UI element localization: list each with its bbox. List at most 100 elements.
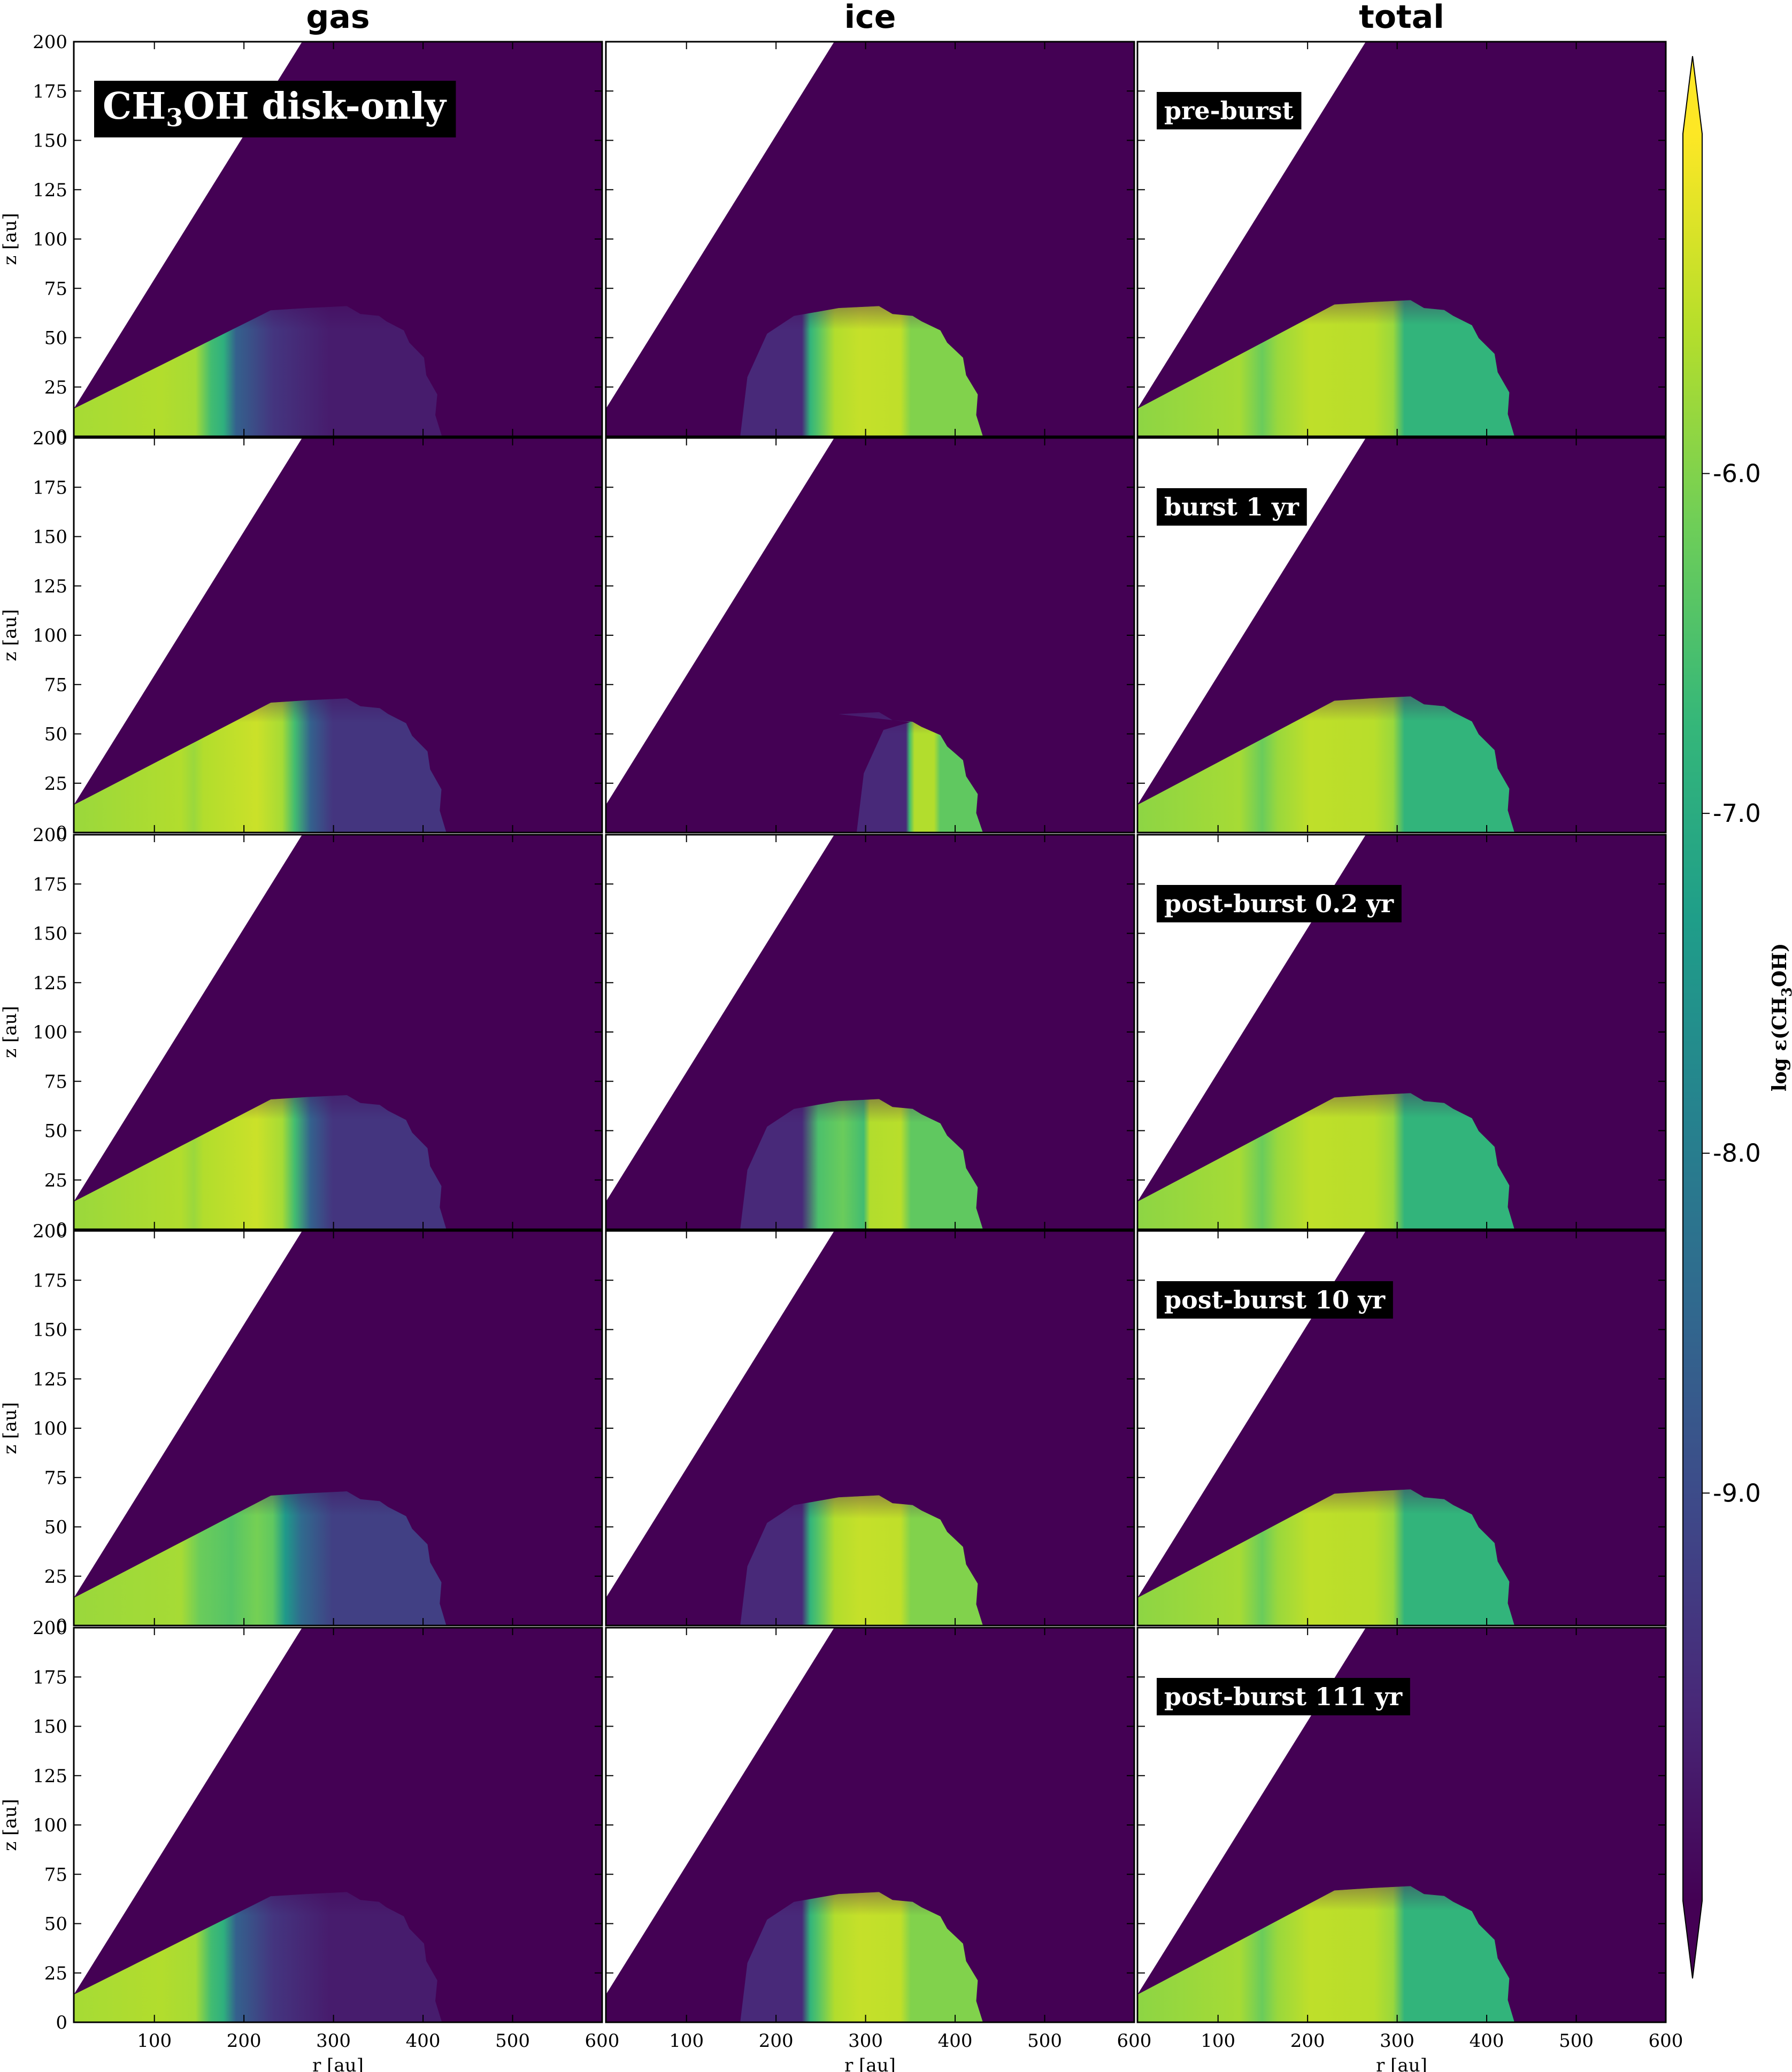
- y-tick-label: 125: [33, 1369, 67, 1390]
- colorbar-tick-label: -8.0: [1713, 1139, 1761, 1168]
- y-tick-label: 200: [33, 825, 67, 846]
- species-label: CH3OH disk-only: [94, 81, 456, 137]
- x-tick-label: 500: [1559, 2030, 1594, 2052]
- row-label: pre-burst: [1164, 96, 1294, 125]
- y-tick-label: 50: [44, 724, 67, 745]
- colorbar-gradient: [1683, 134, 1702, 1901]
- x-tick-label: 200: [227, 2030, 262, 2052]
- masked-region: [1137, 438, 1366, 805]
- row-label: burst 1 yr: [1164, 492, 1299, 521]
- x-tick-label: 500: [1027, 2030, 1062, 2052]
- row-label-background: [1157, 92, 1302, 129]
- x-tick-label: 100: [137, 2030, 172, 2052]
- colorbar-label: log ε(CH3OH): [1768, 943, 1792, 1091]
- y-tick-label: 75: [44, 1467, 67, 1489]
- panel-grid: 0 25 50 75 100 125 150 175 200 z [au] pre-burst 0 25…: [0, 32, 1683, 2072]
- panel-total-2: burst 1 yr: [1136, 437, 1667, 834]
- y-tick-label: 125: [33, 973, 67, 994]
- y-tick-label: 150: [33, 1320, 67, 1341]
- column-title-gas: gas: [306, 0, 370, 36]
- disk-surface-shade: [74, 1491, 447, 1626]
- column-title-ice: ice: [844, 0, 896, 36]
- x-tick-label: 100: [1201, 2030, 1235, 2052]
- x-tick-label: 600: [1117, 2030, 1152, 2052]
- y-tick-label: 125: [33, 180, 67, 201]
- masked-region: [606, 42, 834, 409]
- x-tick-label: 300: [848, 2030, 883, 2052]
- panel-ice-3: [605, 834, 1135, 1230]
- panel-total-1: pre-burst: [1136, 41, 1667, 437]
- y-axis-label: z [au]: [0, 1006, 21, 1058]
- masked-region: [1137, 42, 1366, 409]
- y-tick-label: 175: [33, 1667, 67, 1688]
- y-tick-label: 50: [44, 328, 67, 349]
- colorbar-tick-label: -9.0: [1713, 1478, 1761, 1507]
- disk-surface-shade: [74, 698, 447, 833]
- masked-region: [606, 1231, 834, 1598]
- y-tick-label: 25: [44, 773, 67, 795]
- row-label: post-burst 0.2 yr: [1164, 889, 1394, 918]
- row-label: post-burst 111 yr: [1164, 1682, 1403, 1711]
- y-tick-label: 100: [33, 625, 67, 646]
- y-tick-label: 200: [33, 1221, 67, 1242]
- y-tick-label: 50: [44, 1121, 67, 1142]
- y-tick-label: 100: [33, 1022, 67, 1043]
- x-axis-label: r [au]: [844, 2055, 896, 2072]
- x-axis-label: r [au]: [1376, 2055, 1427, 2072]
- disk-surface-shade: [74, 1095, 447, 1229]
- row-label-background: [1157, 1678, 1410, 1715]
- colorbar-outline: [1682, 56, 1703, 1979]
- row-label-background: [1157, 488, 1307, 526]
- y-tick-label: 150: [33, 923, 67, 945]
- disk-surface-shade: [740, 1099, 983, 1229]
- y-tick-label: 0: [56, 822, 67, 844]
- disk-surface-shade: [740, 1495, 983, 1626]
- panel-ice-2: [605, 437, 1135, 834]
- x-tick-label: 100: [669, 2030, 704, 2052]
- y-axis-label: z [au]: [0, 1402, 21, 1454]
- y-axis-label: z [au]: [0, 1799, 21, 1851]
- y-axis-label: z [au]: [0, 609, 21, 661]
- y-tick-label: 50: [44, 1914, 67, 1935]
- x-tick-label: 500: [495, 2030, 530, 2052]
- x-tick-label: 200: [1290, 2030, 1325, 2052]
- colorbar-extend-max: [1683, 56, 1702, 134]
- masked-region: [1137, 1231, 1366, 1598]
- masked-region: [1137, 1628, 1366, 1995]
- y-tick-label: 200: [33, 428, 67, 449]
- y-tick-label: 50: [44, 1517, 67, 1538]
- y-tick-label: 175: [33, 1270, 67, 1291]
- y-tick-label: 150: [33, 527, 67, 548]
- x-tick-label: 400: [406, 2030, 441, 2052]
- x-tick-label: 300: [1380, 2030, 1414, 2052]
- disk-surface-shade: [839, 712, 983, 833]
- disk-surface-shade: [1137, 1886, 1514, 2022]
- y-tick-label: 175: [33, 477, 67, 498]
- y-axis-label: z [au]: [0, 213, 21, 265]
- x-tick-label: 400: [938, 2030, 973, 2052]
- x-tick-label: 600: [585, 2030, 620, 2052]
- panel-gas-5: 0 25 50 75 100 125 150 175 200 z [au] 100 200 300 400…: [0, 1617, 619, 2072]
- disk-surface-shade: [74, 1892, 442, 2022]
- colorbar-tick-label: -6.0: [1713, 459, 1761, 488]
- disk-surface-shade: [1137, 696, 1514, 833]
- masked-region: [74, 1231, 302, 1598]
- panel-gas-4: 0 25 50 75 100 125 150 175 200 z [au]: [0, 1221, 603, 1637]
- species-label-background: [94, 81, 456, 137]
- y-tick-label: 0: [56, 426, 67, 448]
- masked-region: [606, 835, 834, 1202]
- disk-surface-shade: [1137, 1093, 1514, 1229]
- disk-surface-shade: [1137, 300, 1514, 436]
- masked-region: [606, 1628, 834, 1995]
- panel-gas-3: 0 25 50 75 100 125 150 175 200 z [au]: [0, 825, 603, 1241]
- masked-region: [74, 438, 302, 805]
- masked-region: [74, 1628, 302, 1995]
- column-titles: gas ice total: [306, 0, 1444, 36]
- y-tick-label: 0: [56, 2012, 67, 2034]
- y-tick-label: 75: [44, 1071, 67, 1092]
- disk-surface-shade: [740, 306, 983, 436]
- y-tick-label: 175: [33, 81, 67, 102]
- y-tick-label: 25: [44, 1170, 67, 1191]
- species-label-text: CH3OH disk-only: [103, 85, 447, 132]
